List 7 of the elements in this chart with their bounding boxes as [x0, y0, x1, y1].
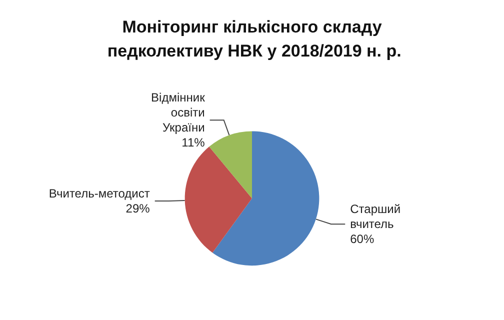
data-label: 60%	[350, 232, 374, 246]
data-label: 11%	[182, 136, 206, 150]
slice-label: Старший вчитель	[350, 202, 401, 232]
slice-label: Відмінник освіти України	[151, 90, 206, 135]
slice-label: Вчитель-методист	[48, 186, 150, 201]
data-label: 29%	[126, 202, 150, 216]
chart-title: Моніторинг кількісного складу педколективу НВК у 2018/2019 н. р.	[102, 18, 402, 60]
